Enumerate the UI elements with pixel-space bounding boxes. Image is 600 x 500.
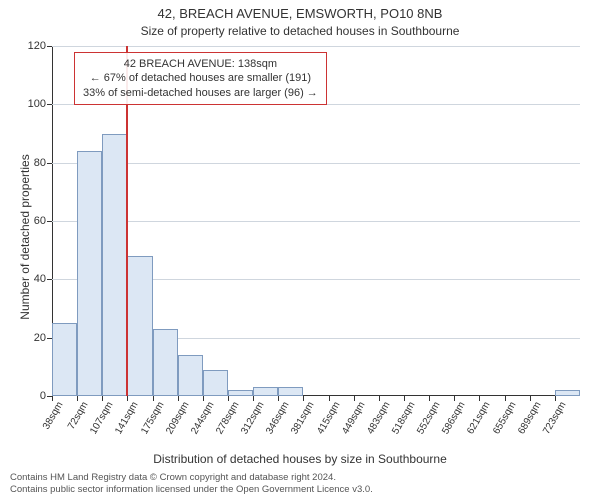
bar: [102, 134, 127, 397]
x-tick-mark: [379, 396, 380, 401]
x-tick-mark: [203, 396, 204, 401]
y-tick-label: 20: [16, 332, 46, 344]
x-tick-mark: [454, 396, 455, 401]
annotation-line2: ← 67% of detached houses are smaller (19…: [83, 71, 318, 85]
bar: [77, 151, 102, 396]
x-tick-mark: [429, 396, 430, 401]
title-main: 42, BREACH AVENUE, EMSWORTH, PO10 8NB: [0, 6, 600, 21]
annotation-line3: 33% of semi-detached houses are larger (…: [83, 86, 318, 100]
x-tick-mark: [52, 396, 53, 401]
bar: [52, 323, 77, 396]
bar: [153, 329, 178, 396]
bar: [228, 390, 253, 396]
x-tick-mark: [303, 396, 304, 401]
x-tick-mark: [505, 396, 506, 401]
x-tick-mark: [530, 396, 531, 401]
x-tick-mark: [555, 396, 556, 401]
bar: [127, 256, 152, 396]
x-tick-mark: [329, 396, 330, 401]
y-axis-label: Number of detached properties: [18, 72, 32, 402]
attribution: Contains HM Land Registry data © Crown c…: [10, 472, 373, 496]
bar: [203, 370, 228, 396]
bar: [253, 387, 278, 396]
x-tick-mark: [178, 396, 179, 401]
annotation-line1: 42 BREACH AVENUE: 138sqm: [83, 57, 318, 71]
x-tick-mark: [404, 396, 405, 401]
title-sub: Size of property relative to detached ho…: [0, 24, 600, 38]
x-tick-mark: [354, 396, 355, 401]
attribution-line1: Contains HM Land Registry data © Crown c…: [10, 472, 373, 484]
bar: [178, 355, 203, 396]
y-tick-label: 100: [16, 98, 46, 110]
attribution-line2: Contains public sector information licen…: [10, 484, 373, 496]
x-tick-mark: [253, 396, 254, 401]
x-tick-mark: [127, 396, 128, 401]
y-tick-label: 60: [16, 215, 46, 227]
y-tick-label: 40: [16, 273, 46, 285]
x-tick-mark: [102, 396, 103, 401]
y-tick-label: 0: [16, 390, 46, 402]
x-tick-mark: [228, 396, 229, 401]
x-tick-mark: [278, 396, 279, 401]
histogram-plot: 020406080100120 38sqm72sqm107sqm141sqm17…: [52, 46, 580, 396]
annotation-box: 42 BREACH AVENUE: 138sqm ← 67% of detach…: [74, 52, 327, 105]
x-tick-mark: [153, 396, 154, 401]
bar: [555, 390, 580, 396]
bar: [278, 387, 303, 396]
x-tick-mark: [77, 396, 78, 401]
x-tick-mark: [479, 396, 480, 401]
y-tick-label: 80: [16, 157, 46, 169]
y-tick-label: 120: [16, 40, 46, 52]
